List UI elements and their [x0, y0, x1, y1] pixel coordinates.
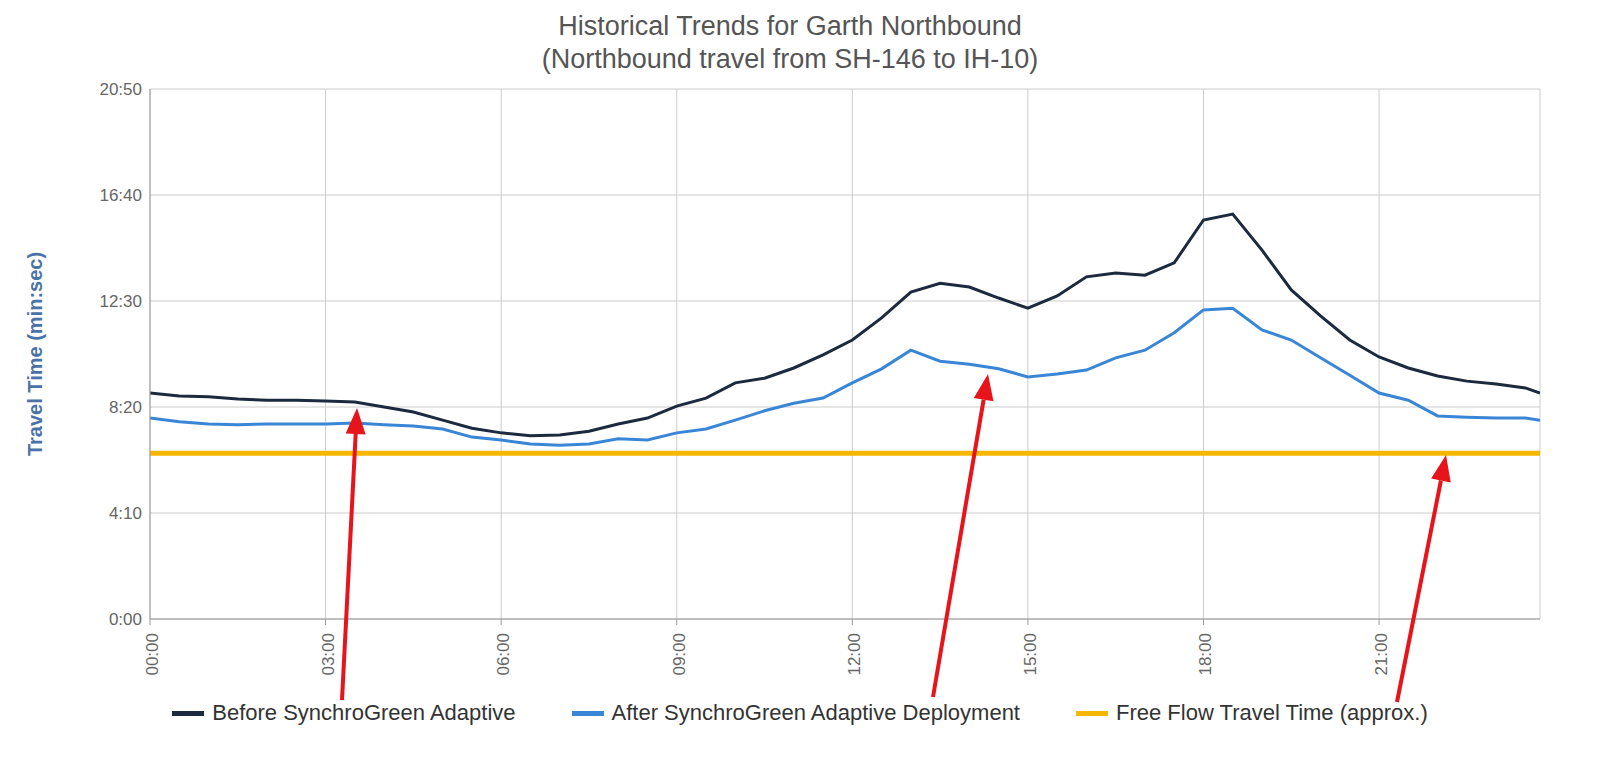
svg-text:21:00: 21:00	[1372, 633, 1391, 676]
svg-text:Travel Time (min:sec): Travel Time (min:sec)	[24, 252, 46, 456]
html-text:Before SynchroGreen Adaptive: Before SynchroGreen Adaptive	[212, 700, 516, 725]
svg-text:16:40: 16:40	[99, 186, 142, 205]
svg-text:8:20: 8:20	[109, 398, 142, 417]
svg-text:12:30: 12:30	[99, 292, 142, 311]
html-text:After SynchroGreen Adaptive De: After SynchroGreen Adaptive Deployment	[611, 700, 1020, 725]
svg-text:0:00: 0:00	[109, 610, 142, 629]
svg-text:20:50: 20:50	[99, 80, 142, 99]
svg-text:06:00: 06:00	[494, 633, 513, 676]
svg-text:4:10: 4:10	[109, 504, 142, 523]
svg-text:03:00: 03:00	[319, 633, 338, 676]
svg-text:12:00: 12:00	[845, 633, 864, 676]
svg-text:00:00: 00:00	[143, 633, 162, 676]
svg-text:15:00: 15:00	[1021, 633, 1040, 676]
svg-text:09:00: 09:00	[670, 633, 689, 676]
html-text:Historical Trends for Garth No: Historical Trends for Garth Northbound	[558, 11, 1022, 41]
svg-text:18:00: 18:00	[1196, 633, 1215, 676]
html-text:(Northbound travel from SH-146: (Northbound travel from SH-146 to IH-10)	[541, 44, 1039, 74]
html-text:Free Flow Travel Time (approx.: Free Flow Travel Time (approx.)	[1116, 700, 1428, 725]
